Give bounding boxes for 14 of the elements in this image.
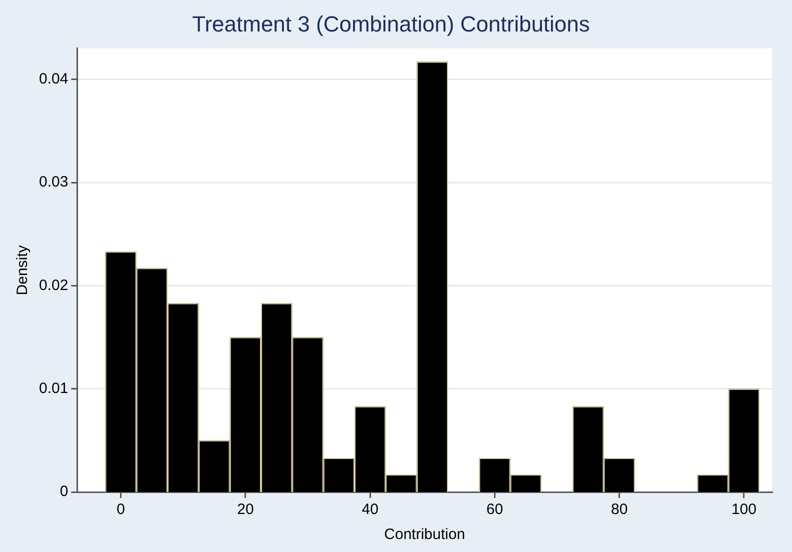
y-tick-label: 0.03 xyxy=(38,174,68,191)
x-tick-label: 80 xyxy=(610,501,628,518)
x-tick-label: 40 xyxy=(362,501,378,518)
x-tick-label: 0 xyxy=(116,501,125,518)
y-tick-label: 0.04 xyxy=(38,70,68,88)
x-tick-label: 20 xyxy=(237,501,254,518)
x-axis-title: Contribution xyxy=(384,526,466,544)
y-tick-label: 0 xyxy=(60,483,68,500)
x-tick-label: 100 xyxy=(731,501,756,518)
y-tick-label: 0.01 xyxy=(38,380,68,397)
y-axis-title: Density xyxy=(14,244,32,296)
y-tick-label: 0.02 xyxy=(38,276,68,294)
chart-title: Treatment 3 (Combination) Contributions xyxy=(192,11,590,36)
x-tick-label: 60 xyxy=(486,501,504,518)
